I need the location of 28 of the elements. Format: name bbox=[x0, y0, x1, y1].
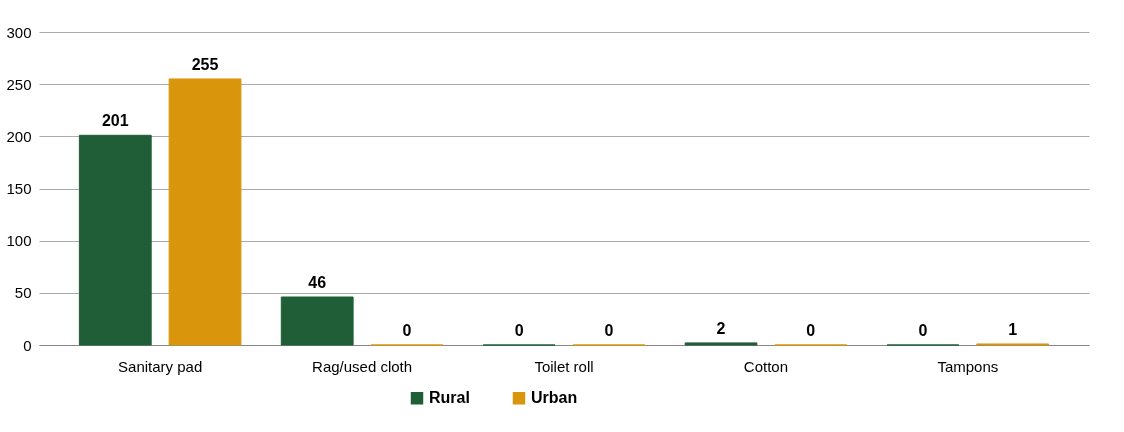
data-label: 0 bbox=[806, 322, 816, 339]
data-label: 46 bbox=[308, 274, 327, 292]
bar bbox=[168, 78, 242, 346]
x-tick-label: Toilet roll bbox=[534, 357, 594, 375]
y-tick-label: 50 bbox=[14, 284, 32, 302]
bar bbox=[280, 296, 354, 346]
data-label: 2 bbox=[716, 319, 726, 337]
y-tick-label: 300 bbox=[6, 23, 32, 41]
y-tick-label: 200 bbox=[6, 127, 32, 145]
bar bbox=[78, 134, 152, 346]
x-tick-label: Cotton bbox=[743, 357, 789, 375]
data-label: 0 bbox=[514, 322, 524, 339]
data-label: 0 bbox=[402, 322, 412, 339]
data-label: 255 bbox=[191, 55, 219, 73]
data-label: 0 bbox=[918, 322, 928, 339]
y-tick-label: 150 bbox=[6, 180, 32, 197]
y-tick-label: 0 bbox=[23, 336, 32, 354]
legend-label: Urban bbox=[531, 389, 578, 407]
y-tick-label: 100 bbox=[6, 232, 32, 250]
bar bbox=[684, 342, 758, 346]
y-tick-label: 250 bbox=[6, 75, 32, 93]
legend-label: Rural bbox=[429, 389, 470, 407]
data-label: 1 bbox=[1008, 320, 1018, 338]
x-tick-label: Tampons bbox=[937, 357, 999, 375]
data-label: 0 bbox=[604, 322, 614, 339]
data-label: 201 bbox=[101, 112, 129, 130]
x-tick-label: Rag/used cloth bbox=[312, 357, 413, 375]
x-tick-label: Sanitary pad bbox=[118, 357, 203, 375]
